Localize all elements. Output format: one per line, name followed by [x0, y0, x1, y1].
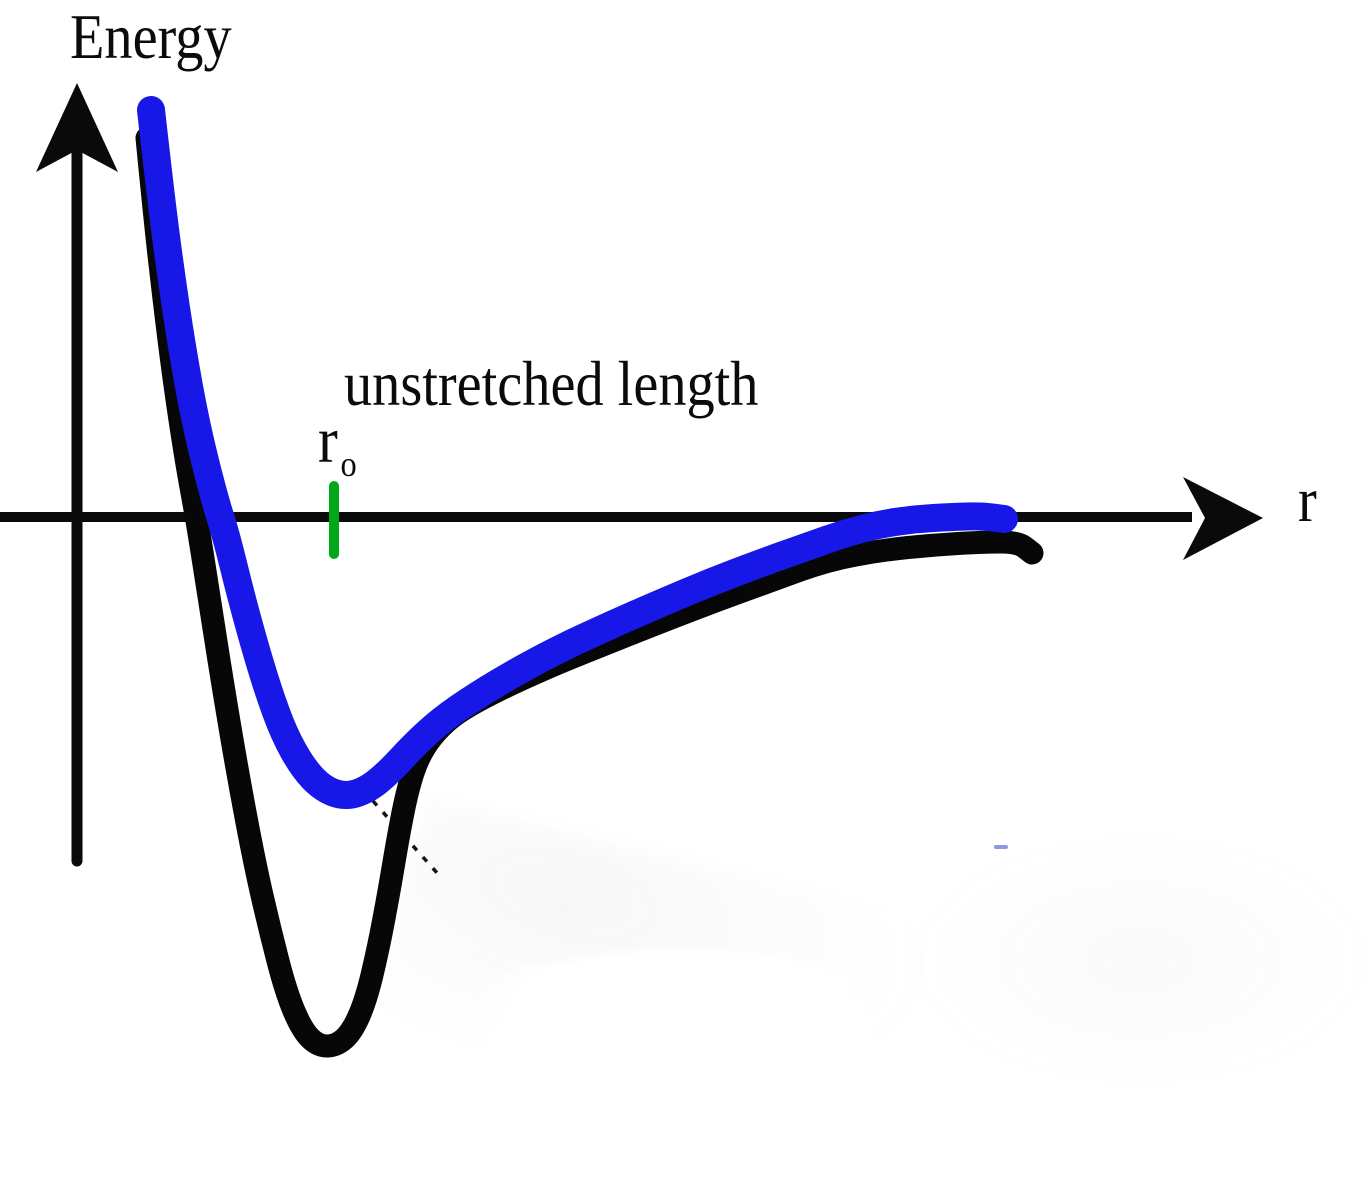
- stray-blue-mark: [994, 845, 1008, 849]
- series-curve-black: [135, 126, 1044, 1058]
- series-curve-blue: [137, 96, 1018, 809]
- r0-tick-label: ro: [318, 408, 357, 483]
- plot-svg: [0, 83, 1263, 1058]
- y-axis-arrowhead-icon: [36, 83, 118, 172]
- r0-tick-label-main: r: [318, 404, 338, 477]
- r0-tick-label-subscript: o: [340, 444, 357, 484]
- unstretched-length-caption: unstretched length: [344, 348, 759, 419]
- x-axis-label: r: [1298, 464, 1317, 535]
- x-axis-arrowhead-icon: [1183, 477, 1263, 560]
- y-axis-label: Energy: [70, 1, 232, 72]
